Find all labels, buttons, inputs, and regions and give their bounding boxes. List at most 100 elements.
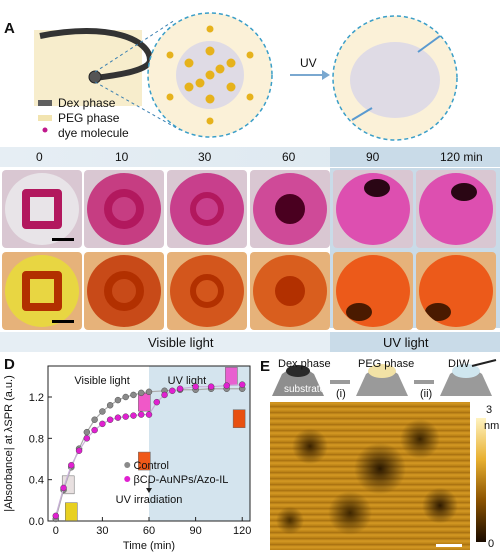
time-0: 0 <box>36 150 43 164</box>
nanoparticle <box>205 46 215 56</box>
legend-label-0: Control <box>133 460 168 472</box>
data-point <box>106 416 114 423</box>
x-tick-label: 30 <box>96 525 108 537</box>
panel-e-steps <box>272 359 497 396</box>
c-photo-2 <box>167 252 247 330</box>
nanoparticle <box>215 64 225 74</box>
data-point <box>83 428 91 436</box>
petri-dish <box>5 173 79 245</box>
b-photo-0 <box>2 170 82 248</box>
step-label-dex: Dex phase <box>278 358 331 370</box>
data-point <box>223 382 230 389</box>
y-tick-label: 1.2 <box>29 392 44 404</box>
y-tick-label: 0.8 <box>29 433 44 445</box>
data-point <box>138 389 145 397</box>
vial-photo <box>138 451 151 471</box>
data-point <box>138 411 145 418</box>
legend-label-1: βCD-AuNPs/Azo-IL <box>133 474 228 486</box>
dex-droplet <box>364 179 390 197</box>
petri-dish <box>336 255 410 327</box>
dex-pattern <box>190 192 224 226</box>
zoom-circle-before <box>147 12 273 138</box>
nanoparticle <box>246 51 254 59</box>
c-photo-5 <box>416 252 496 330</box>
data-point <box>130 391 137 399</box>
nanoparticle <box>166 93 174 101</box>
panel-d-chart: 0 30 60 90 120 0.0 0.4 0.8 1.2 Time (min) |Absorba… <box>3 365 251 552</box>
y-tick-label: 0.4 <box>29 475 44 487</box>
scale-bar-b <box>52 238 74 241</box>
time-120: 120 min <box>440 150 483 164</box>
data-point <box>145 388 153 396</box>
step-label-diw: DIW <box>448 358 470 370</box>
caption-visible: Visible light <box>148 335 214 350</box>
nanoparticle <box>205 94 215 104</box>
petri-dish <box>253 173 327 245</box>
data-point <box>91 416 98 423</box>
petri-dish <box>170 255 244 327</box>
data-point <box>52 512 59 520</box>
afm-image <box>270 402 470 550</box>
data-point <box>99 408 106 415</box>
dex-pattern <box>275 194 305 224</box>
nanoparticle <box>166 51 174 59</box>
panel-e-label: E <box>260 358 271 375</box>
b-photo-5 <box>416 170 496 248</box>
caption-uv: UV light <box>383 335 429 350</box>
data-point <box>153 398 160 406</box>
legend-peg: PEG phase <box>58 111 120 125</box>
time-60: 60 <box>282 150 296 164</box>
data-point <box>207 383 215 390</box>
data-point <box>106 402 114 409</box>
x-tick-label: 0 <box>53 525 59 537</box>
vial-photo <box>232 409 246 428</box>
b-photo-2 <box>167 170 247 248</box>
legend-marker <box>124 462 131 468</box>
dex-pattern <box>190 274 224 308</box>
x-tick-label: 60 <box>143 525 155 537</box>
c-photo-3 <box>250 252 330 330</box>
c-photo-1 <box>84 252 164 330</box>
petri-dish <box>87 173 161 245</box>
dex-pattern <box>104 189 144 229</box>
nanoparticle <box>246 93 254 101</box>
nanoparticle <box>195 78 205 88</box>
petri-dish <box>253 255 327 327</box>
b-photo-4 <box>333 170 413 248</box>
nanoparticle <box>184 58 194 68</box>
uv-timeline-highlight <box>330 147 500 167</box>
data-point <box>91 426 98 434</box>
time-30: 30 <box>198 150 212 164</box>
uv-irradiation-label: UV irradiation <box>116 494 183 506</box>
step-peg <box>356 364 408 396</box>
legend-dex: Dex phase <box>58 96 116 110</box>
data-point <box>192 383 199 390</box>
data-point <box>99 420 106 428</box>
dex-tube <box>39 28 154 81</box>
dex-pattern <box>275 276 305 306</box>
colorbar <box>476 418 486 542</box>
data-point <box>114 414 122 421</box>
afm-scale-bar <box>436 544 462 547</box>
region-label-uv: UV light <box>168 375 207 387</box>
dex-pattern <box>22 189 62 229</box>
petri-dish <box>336 173 410 245</box>
time-90: 90 <box>366 150 380 164</box>
data-point <box>83 435 91 442</box>
substrate-label: substrate <box>284 384 326 395</box>
petri-dish <box>5 255 79 327</box>
peg-bath <box>34 30 142 106</box>
data-point <box>161 391 168 399</box>
legend-dye: dye molecule <box>58 126 129 140</box>
colorbar-min: 0 <box>488 538 495 550</box>
y-axis-label: |Absorbance| at λSPR (a.u.) <box>3 375 15 512</box>
panel-b-row <box>0 170 500 250</box>
x-tick-label: 120 <box>233 525 251 537</box>
petri-dish <box>170 173 244 245</box>
region-label-visible: Visible light <box>74 375 129 387</box>
dex-droplet <box>451 183 477 201</box>
legend-marker <box>124 476 131 482</box>
data-point <box>145 411 153 418</box>
caption-uv-bg <box>330 332 500 352</box>
nanoparticle <box>226 82 236 92</box>
